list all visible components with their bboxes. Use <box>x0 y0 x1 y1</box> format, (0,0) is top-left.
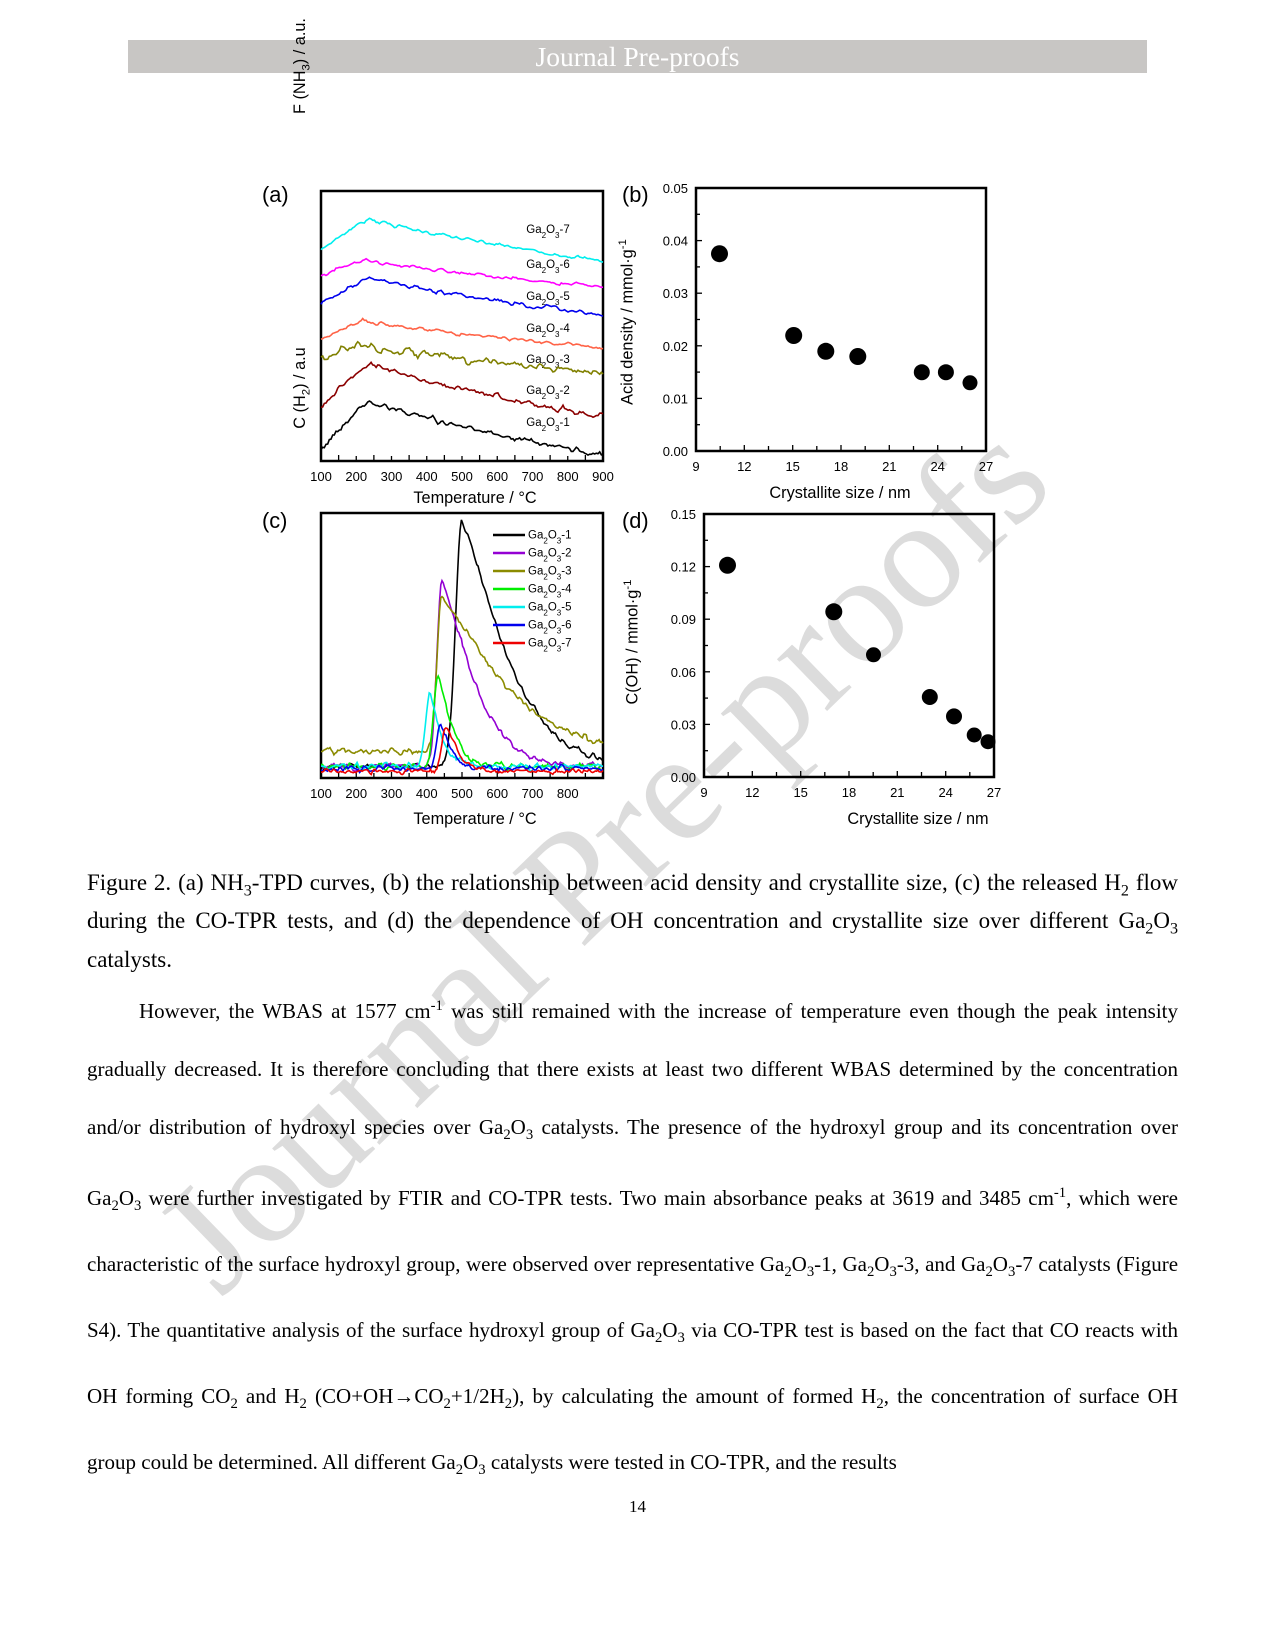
svg-text:0.03: 0.03 <box>663 286 688 301</box>
svg-text:Ga2O3-6: Ga2O3-6 <box>526 259 570 275</box>
svg-text:0.03: 0.03 <box>671 717 696 732</box>
svg-text:Ga2O3-3: Ga2O3-3 <box>528 566 572 582</box>
svg-text:Ga2O3-1: Ga2O3-1 <box>528 530 572 546</box>
svg-text:Ga2O3-5: Ga2O3-5 <box>528 602 572 618</box>
svg-text:12: 12 <box>737 459 751 474</box>
svg-text:0.06: 0.06 <box>671 665 696 680</box>
svg-text:700: 700 <box>522 469 544 484</box>
svg-text:800: 800 <box>557 786 579 801</box>
svg-text:700: 700 <box>522 786 544 801</box>
svg-text:300: 300 <box>381 786 403 801</box>
svg-text:400: 400 <box>416 786 438 801</box>
svg-text:0.12: 0.12 <box>671 560 696 575</box>
svg-text:27: 27 <box>979 459 993 474</box>
svg-text:12: 12 <box>745 785 759 800</box>
svg-text:21: 21 <box>890 785 904 800</box>
svg-text:24: 24 <box>930 459 944 474</box>
svg-text:0.00: 0.00 <box>663 444 688 459</box>
svg-text:800: 800 <box>557 469 579 484</box>
svg-text:100: 100 <box>310 786 332 801</box>
svg-text:Ga2O3-1: Ga2O3-1 <box>526 417 570 433</box>
svg-text:0.04: 0.04 <box>663 234 688 249</box>
svg-text:600: 600 <box>486 786 508 801</box>
svg-text:15: 15 <box>793 785 807 800</box>
svg-text:200: 200 <box>345 469 367 484</box>
svg-text:Ga2O3-7: Ga2O3-7 <box>528 638 572 654</box>
svg-text:0.00: 0.00 <box>671 770 696 785</box>
svg-text:27: 27 <box>987 785 1001 800</box>
svg-text:15: 15 <box>785 459 799 474</box>
svg-text:0.02: 0.02 <box>663 339 688 354</box>
svg-text:200: 200 <box>345 786 367 801</box>
svg-text:0.15: 0.15 <box>671 507 696 522</box>
svg-text:0.01: 0.01 <box>663 391 688 406</box>
svg-text:21: 21 <box>882 459 896 474</box>
svg-text:Ga2O3-5: Ga2O3-5 <box>526 291 570 307</box>
svg-text:18: 18 <box>834 459 848 474</box>
svg-text:0.09: 0.09 <box>671 612 696 627</box>
svg-text:Ga2O3-6: Ga2O3-6 <box>528 620 572 636</box>
svg-text:500: 500 <box>451 469 473 484</box>
svg-text:9: 9 <box>700 785 707 800</box>
svg-text:400: 400 <box>416 469 438 484</box>
svg-text:600: 600 <box>486 469 508 484</box>
svg-text:0.05: 0.05 <box>663 181 688 196</box>
svg-text:500: 500 <box>451 786 473 801</box>
svg-text:300: 300 <box>381 469 403 484</box>
svg-text:Ga2O3-4: Ga2O3-4 <box>528 584 572 600</box>
svg-text:18: 18 <box>842 785 856 800</box>
svg-text:9: 9 <box>692 459 699 474</box>
svg-text:24: 24 <box>938 785 952 800</box>
svg-text:900: 900 <box>592 469 614 484</box>
svg-text:Ga2O3-2: Ga2O3-2 <box>526 385 570 401</box>
svg-text:Ga2O3-2: Ga2O3-2 <box>528 548 572 564</box>
svg-text:Ga2O3-7: Ga2O3-7 <box>526 224 570 240</box>
svg-text:100: 100 <box>310 469 332 484</box>
svg-text:Ga2O3-4: Ga2O3-4 <box>526 323 570 339</box>
